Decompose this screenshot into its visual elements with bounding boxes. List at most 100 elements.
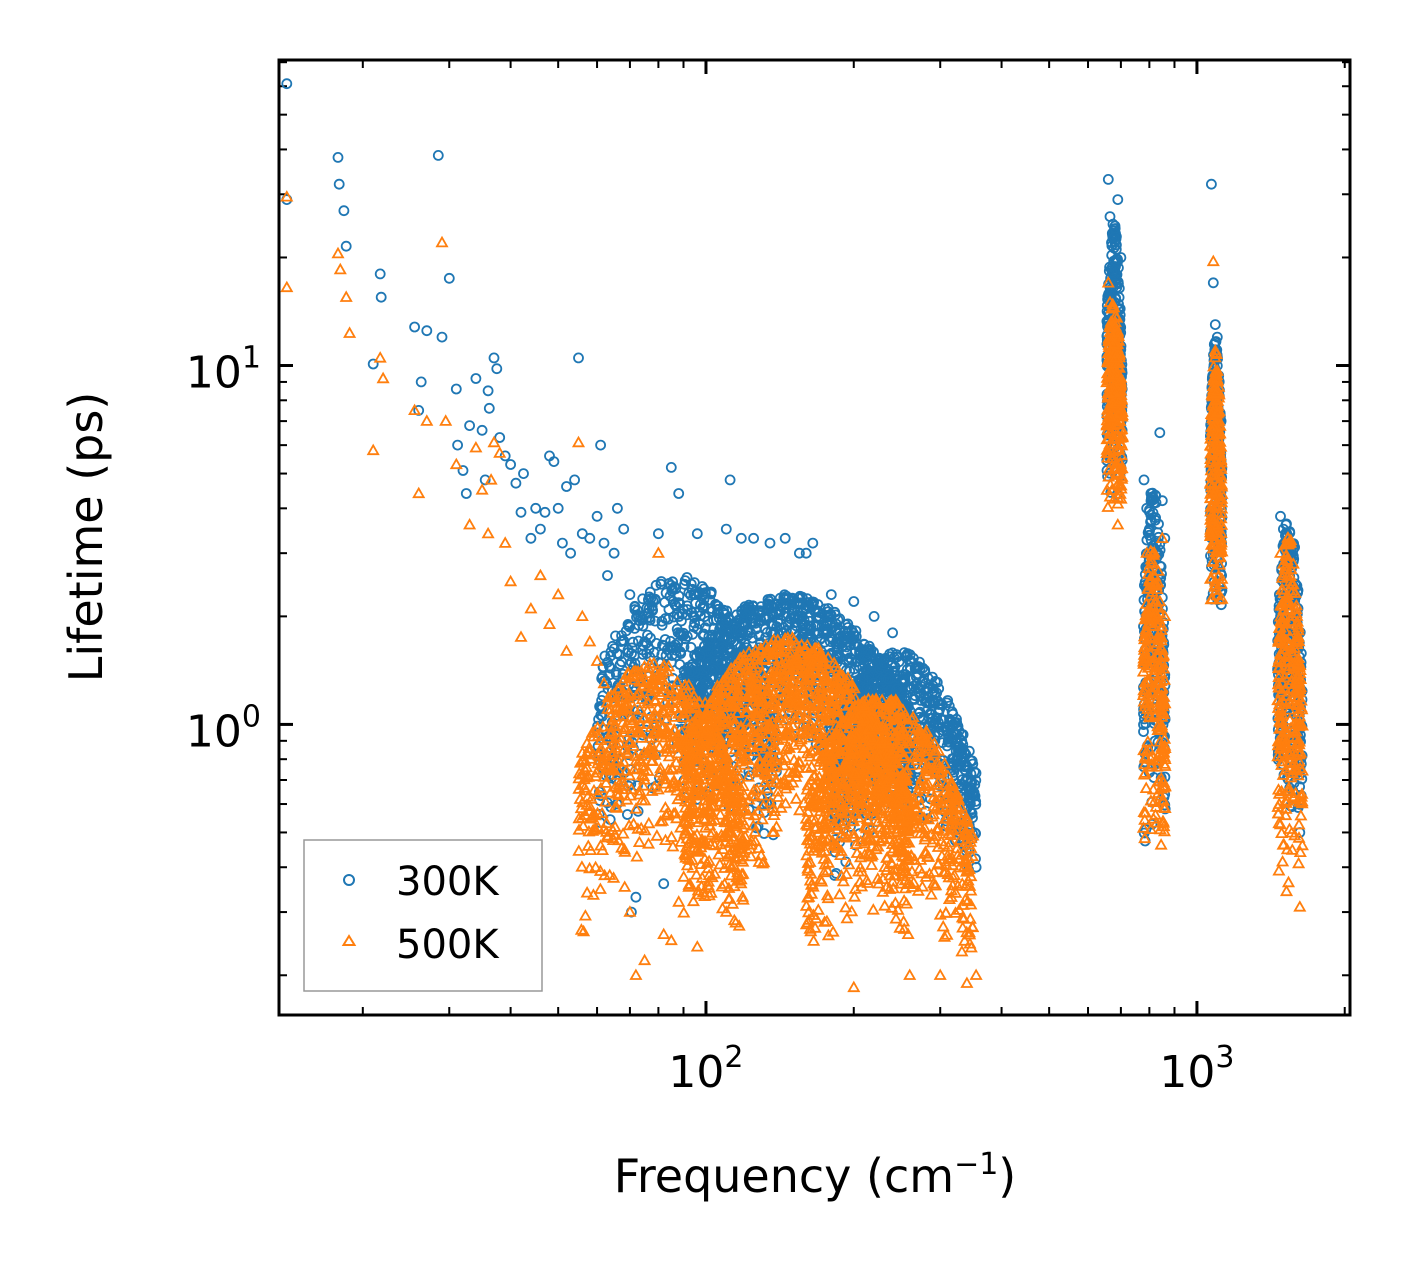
point-500k — [762, 736, 776, 749]
point-300k — [633, 635, 644, 647]
point-500k — [420, 414, 434, 426]
point-300k — [367, 358, 379, 370]
point-300k — [804, 628, 815, 639]
point-500k — [771, 790, 785, 802]
point-300k — [813, 613, 824, 624]
point-300k — [679, 578, 690, 590]
point-500k — [607, 688, 621, 701]
point-300k — [688, 610, 699, 622]
point-300k — [912, 775, 924, 786]
point-300k — [1109, 223, 1121, 234]
point-300k — [689, 617, 700, 629]
point-500k — [533, 568, 547, 581]
point-500k — [771, 785, 785, 797]
point-300k — [1209, 319, 1221, 331]
point-300k — [499, 450, 511, 462]
point-300k — [844, 652, 856, 664]
point-500k — [755, 812, 769, 825]
point-500k — [572, 782, 586, 794]
point-500k — [649, 682, 663, 695]
point-500k — [594, 781, 608, 793]
point-500k — [481, 526, 495, 539]
point-300k — [774, 592, 786, 604]
point-500k — [659, 741, 674, 753]
point-500k — [758, 653, 772, 666]
point-500k — [634, 749, 649, 761]
point-300k — [612, 502, 623, 514]
point-500k — [671, 792, 685, 805]
point-500k — [571, 435, 586, 448]
point-500k — [612, 763, 626, 776]
point-500k — [412, 486, 426, 499]
point-300k — [576, 528, 588, 540]
point-500k — [637, 659, 652, 672]
point-500k — [606, 696, 620, 708]
point-300k — [717, 642, 728, 654]
point-500k — [727, 858, 741, 871]
point-500k — [779, 796, 793, 809]
point-500k — [613, 730, 627, 743]
point-500k — [343, 326, 357, 338]
point-300k — [794, 547, 805, 559]
point-300k — [656, 619, 668, 631]
point-500k — [752, 734, 766, 746]
point-500k — [777, 758, 791, 771]
point-500k — [651, 782, 665, 795]
point-500k — [657, 927, 671, 939]
point-500k — [810, 673, 824, 685]
point-500k — [551, 587, 565, 600]
point-500k — [666, 686, 680, 698]
point-500k — [1155, 531, 1169, 543]
point-300k — [773, 604, 785, 616]
point-300k — [848, 638, 860, 650]
point-500k — [339, 290, 353, 302]
point-500k — [662, 659, 676, 672]
point-500k — [589, 860, 603, 872]
point-300k — [595, 439, 606, 451]
point-300k — [963, 781, 975, 793]
point-500k — [841, 671, 855, 683]
point-300k — [891, 649, 902, 660]
point-300k — [748, 532, 759, 544]
point-300k — [915, 695, 927, 706]
point-500k — [645, 673, 659, 685]
point-500k — [641, 704, 655, 716]
point-300k — [681, 631, 693, 642]
point-300k — [911, 671, 922, 683]
point-300k — [667, 595, 679, 607]
point-500k — [756, 727, 770, 739]
point-300k — [510, 477, 522, 489]
point-300k — [953, 745, 964, 757]
point-500k — [611, 781, 625, 794]
point-300k — [970, 799, 982, 810]
point-500k — [727, 913, 741, 926]
point-300k — [476, 424, 488, 436]
point-500k — [331, 246, 345, 259]
point-300k — [375, 291, 387, 303]
point-500k — [693, 764, 707, 776]
point-500k — [647, 780, 662, 792]
point-500k — [663, 703, 677, 715]
point-500k — [618, 845, 632, 857]
point-300k — [764, 537, 776, 549]
point-300k — [432, 149, 444, 161]
point-500k — [725, 796, 739, 808]
point-500k — [665, 761, 679, 773]
point-500k — [642, 741, 657, 753]
point-500k — [669, 755, 683, 768]
point-300k — [946, 729, 957, 741]
point-300k — [889, 665, 900, 677]
point-300k — [691, 528, 703, 540]
point-300k — [970, 767, 982, 779]
point-300k — [937, 737, 948, 749]
point-300k — [930, 713, 942, 724]
point-300k — [1144, 504, 1155, 516]
point-500k — [715, 879, 729, 892]
point-300k — [573, 352, 584, 364]
point-500k — [611, 753, 625, 766]
point-300k — [943, 736, 955, 748]
point-500k — [736, 796, 750, 808]
point-500k — [333, 262, 347, 275]
point-500k — [664, 734, 678, 747]
point-300k — [825, 609, 837, 621]
